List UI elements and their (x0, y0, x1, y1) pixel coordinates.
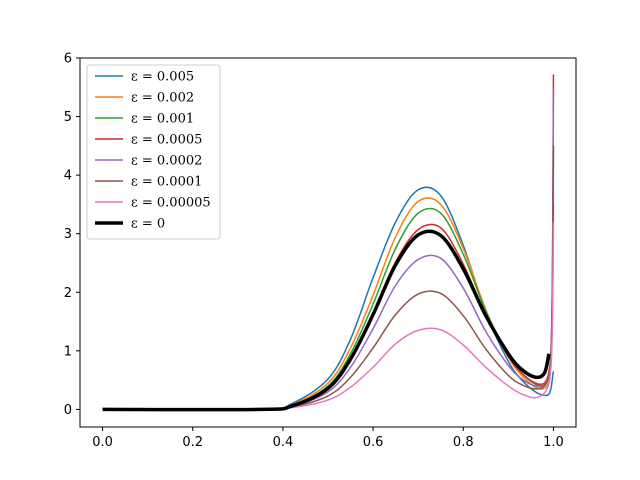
legend-label-6: ε = 0.00005 (131, 196, 211, 211)
y-axis: 0 1 2 3 4 5 6 (64, 52, 80, 418)
legend-label-1: ε = 0.002 (131, 91, 194, 106)
plot-frame (79, 57, 577, 428)
legend-label-3: ε = 0.0005 (131, 133, 202, 148)
series-line-5 (102, 145, 555, 411)
x-tick-label-2: 0.4 (273, 435, 294, 450)
legend-label-4: ε = 0.0002 (131, 154, 202, 169)
x-tick-label-4: 0.8 (453, 435, 474, 450)
legend-label-0: ε = 0.005 (131, 70, 194, 85)
series-line-6 (102, 221, 555, 411)
legend-label-7: ε = 0 (131, 217, 165, 232)
x-tick-label-3: 0.6 (363, 435, 384, 450)
y-tick-label-5: 5 (64, 110, 72, 125)
x-axis: 0.0 0.2 0.4 0.6 0.8 1.0 (92, 427, 564, 450)
series-layer (102, 74, 555, 412)
series-line-0 (102, 186, 555, 411)
legend-box (86, 64, 221, 240)
legend: ε = 0.005 ε = 0.002 ε = 0.001 ε = 0.0005 ε =… (86, 64, 221, 240)
y-tick-label-1: 1 (64, 344, 72, 359)
x-tick-label-0: 0.0 (92, 435, 113, 450)
y-tick-label-4: 4 (64, 169, 72, 184)
y-tick-label-2: 2 (64, 286, 72, 301)
series-line-7 (102, 229, 551, 412)
y-tick-label-0: 0 (64, 403, 72, 418)
y-tick-label-6: 6 (64, 52, 72, 67)
y-tick-label-3: 3 (64, 227, 72, 242)
legend-label-2: ε = 0.001 (131, 112, 194, 127)
x-tick-label-1: 0.2 (182, 435, 203, 450)
legend-label-5: ε = 0.0001 (131, 175, 202, 190)
x-tick-label-5: 1.0 (543, 435, 564, 450)
